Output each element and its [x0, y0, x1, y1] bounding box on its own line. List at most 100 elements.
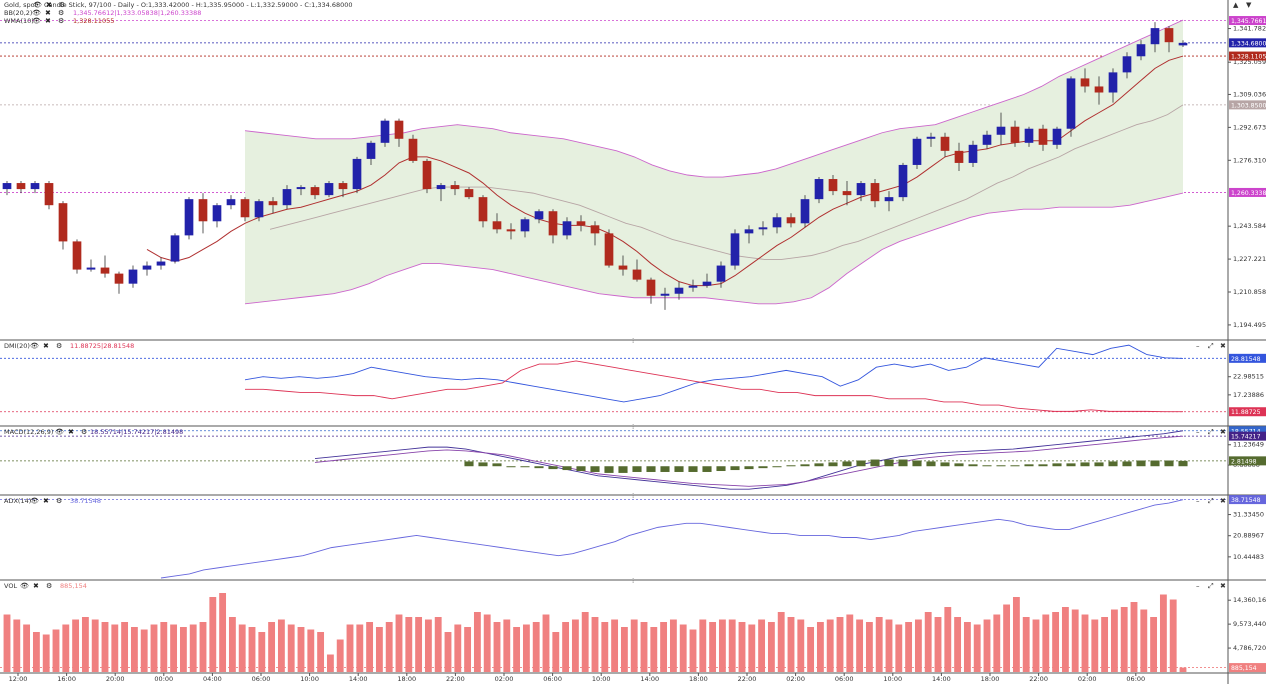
candle-body[interactable] [898, 164, 908, 198]
candle-body[interactable] [86, 267, 96, 270]
candle-body[interactable] [422, 160, 432, 190]
scroll-down-icon[interactable]: ▼ [1246, 1, 1252, 9]
pane-resize-handle[interactable]: ⁞ [632, 492, 634, 500]
wma-label[interactable]: WMA(10) [4, 17, 34, 25]
candle-body[interactable] [758, 227, 768, 230]
maximize-icon[interactable]: ⤢ [1208, 497, 1214, 505]
candle-body[interactable] [282, 189, 292, 206]
close-icon[interactable]: ✖ [43, 342, 49, 350]
candle-body[interactable] [1052, 128, 1062, 145]
eye-icon[interactable]: 👁 [55, 428, 64, 436]
candle-body[interactable] [450, 185, 460, 190]
candle-body[interactable] [156, 261, 166, 266]
dmi-label[interactable]: DMI(20) [4, 342, 30, 350]
candle-body[interactable] [1024, 128, 1034, 143]
pane-resize-handle[interactable]: ⁞ [632, 577, 634, 585]
macd-label[interactable]: MACD(12,26,9) [4, 428, 53, 436]
candle-body[interactable] [100, 267, 110, 274]
candle-body[interactable] [1164, 28, 1174, 43]
pane-resize-handle[interactable]: ⁞ [632, 337, 634, 345]
candle-body[interactable] [1136, 44, 1146, 57]
candle-body[interactable] [1108, 72, 1118, 93]
candle-body[interactable] [912, 138, 922, 165]
close-pane-icon[interactable]: ✖ [1220, 342, 1226, 350]
candle-body[interactable] [716, 265, 726, 282]
candle-body[interactable] [114, 273, 124, 284]
gear-icon[interactable]: ⚙ [56, 342, 62, 350]
maximize-icon[interactable]: ⤢ [1208, 582, 1214, 590]
candle-body[interactable] [702, 281, 712, 286]
candle-body[interactable] [562, 221, 572, 236]
candle-body[interactable] [996, 126, 1006, 135]
candle-body[interactable] [1010, 126, 1020, 143]
adx-label[interactable]: ADX(14) [4, 497, 31, 505]
close-pane-icon[interactable]: ✖ [1220, 428, 1226, 436]
candle-body[interactable] [982, 134, 992, 145]
candle-body[interactable] [772, 217, 782, 228]
candle-body[interactable] [2, 183, 12, 190]
candle-body[interactable] [618, 265, 628, 270]
candle-body[interactable] [534, 211, 544, 220]
minimize-icon[interactable]: – [1196, 428, 1200, 436]
candle-body[interactable] [394, 120, 404, 139]
candle-body[interactable] [730, 233, 740, 266]
candle-body[interactable] [646, 279, 656, 296]
pane-resize-handle[interactable]: ⁞ [632, 423, 634, 431]
candle-body[interactable] [464, 189, 474, 198]
candle-body[interactable] [590, 225, 600, 234]
close-pane-icon[interactable]: ✖ [1220, 582, 1226, 590]
candle-body[interactable] [338, 183, 348, 190]
candle-body[interactable] [240, 199, 250, 218]
candle-body[interactable] [632, 269, 642, 280]
gear-icon[interactable]: ⚙ [59, 1, 65, 9]
candle-body[interactable] [604, 233, 614, 266]
candle-body[interactable] [926, 136, 936, 139]
gear-icon[interactable]: ⚙ [46, 582, 52, 590]
candle-body[interactable] [478, 197, 488, 222]
minimize-icon[interactable]: – [1196, 582, 1200, 590]
close-icon[interactable]: ✖ [45, 9, 51, 17]
candle-body[interactable] [674, 287, 684, 294]
maximize-icon[interactable]: ⤢ [1208, 342, 1214, 350]
candle-body[interactable] [1080, 78, 1090, 87]
eye-icon[interactable]: 👁 [20, 582, 29, 590]
maximize-icon[interactable]: ⤢ [1208, 428, 1214, 436]
candle-body[interactable] [968, 144, 978, 163]
candle-body[interactable] [1094, 86, 1104, 93]
candle-body[interactable] [170, 235, 180, 262]
candle-body[interactable] [1038, 128, 1048, 145]
candle-body[interactable] [856, 183, 866, 196]
candle-body[interactable] [1066, 78, 1076, 129]
candle-body[interactable] [380, 120, 390, 143]
candle-body[interactable] [198, 199, 208, 222]
candle-body[interactable] [940, 136, 950, 151]
eye-icon[interactable]: 👁 [32, 9, 41, 17]
gear-icon[interactable]: ⚙ [81, 428, 87, 436]
minimize-icon[interactable]: – [1196, 497, 1200, 505]
close-pane-icon[interactable]: ✖ [1220, 497, 1226, 505]
candle-body[interactable] [548, 211, 558, 236]
candle-body[interactable] [254, 201, 264, 218]
candle-body[interactable] [814, 179, 824, 200]
candle-body[interactable] [870, 183, 880, 202]
candle-body[interactable] [744, 229, 754, 234]
candle-body[interactable] [1122, 56, 1132, 73]
candle-body[interactable] [506, 229, 516, 232]
eye-icon[interactable]: 👁 [30, 497, 39, 505]
candle-body[interactable] [1178, 42, 1188, 46]
candle-body[interactable] [828, 179, 838, 192]
candle-body[interactable] [310, 187, 320, 196]
candle-body[interactable] [352, 158, 362, 190]
candle-body[interactable] [366, 142, 376, 159]
candle-body[interactable] [436, 185, 446, 190]
candle-body[interactable] [226, 199, 236, 206]
close-icon[interactable]: ✖ [46, 1, 52, 9]
candle-body[interactable] [16, 183, 26, 190]
candle-body[interactable] [408, 138, 418, 161]
candle-body[interactable] [184, 199, 194, 236]
candle-body[interactable] [786, 217, 796, 224]
close-icon[interactable]: ✖ [33, 582, 39, 590]
bb-label[interactable]: BB(20,2) [4, 9, 32, 17]
candle-body[interactable] [128, 269, 138, 284]
candle-body[interactable] [800, 199, 810, 224]
